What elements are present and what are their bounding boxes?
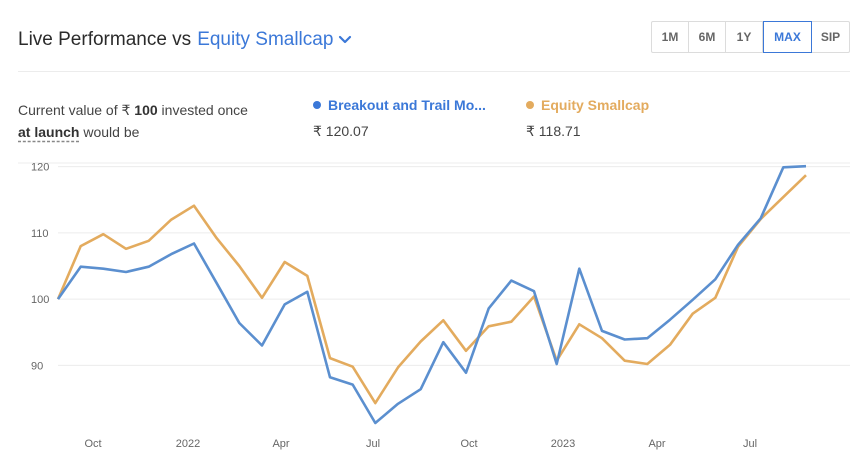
widget-header: Live Performance vs Equity Smallcap [18,26,352,54]
legend-benchmark-name-row: Equity Smallcap [526,97,649,113]
y-tick-label: 110 [31,228,49,240]
legend-item-strategy: Breakout and Trail Mo... ₹ 120.07 [313,97,486,140]
current-value-description: Current value of ₹ 100 invested once at … [18,99,288,143]
series-line-strategy [56,164,807,425]
benchmark-dropdown[interactable]: Equity Smallcap [197,29,352,51]
legend-benchmark-dot [526,101,534,109]
range-button-sip[interactable]: SIP [820,30,841,44]
page-title: Live Performance vs [18,29,192,50]
header-divider [18,71,850,72]
y-tick-label: 120 [31,162,49,174]
x-tick-label: Jul [743,438,757,450]
time-range-selector: 1M 6M 1Y MAX SIP [651,21,850,53]
x-tick-label: Apr [272,438,289,450]
range-button-1y[interactable]: 1Y [726,22,763,52]
y-tick-label: 100 [31,294,49,306]
summary-suffix: would be [83,124,140,140]
legend-strategy-name-row: Breakout and Trail Mo... [313,97,486,113]
x-tick-label: Apr [648,438,665,450]
legend-strategy-value: ₹ 120.07 [313,123,369,139]
legend-strategy-dot [313,101,321,109]
series-line-benchmark [56,174,807,405]
summary-amount: 100 [134,102,158,118]
y-tick-label: 90 [31,360,43,372]
summary-prefix: Current value of ₹ [18,102,131,118]
range-button-1m[interactable]: 1M [652,22,689,52]
legend-strategy-name: Breakout and Trail Mo... [328,97,486,113]
legend-benchmark-name: Equity Smallcap [541,97,650,113]
chevron-down-icon [339,35,352,44]
benchmark-label: Equity Smallcap [197,29,334,50]
legend-item-benchmark: Equity Smallcap ₹ 118.71 [526,97,649,140]
x-tick-label: Oct [460,438,477,450]
legend-benchmark-value: ₹ 118.71 [526,123,581,139]
range-button-6m[interactable]: 6M [689,22,726,52]
range-button-max[interactable]: MAX [763,21,812,53]
x-tick-label: 2022 [176,438,200,450]
summary-middle: invested once [161,102,248,118]
x-tick-label: Jul [366,438,380,450]
x-tick-label: Oct [84,438,101,450]
at-launch-link[interactable]: at launch [18,124,80,140]
x-tick-label: 2023 [551,438,575,450]
